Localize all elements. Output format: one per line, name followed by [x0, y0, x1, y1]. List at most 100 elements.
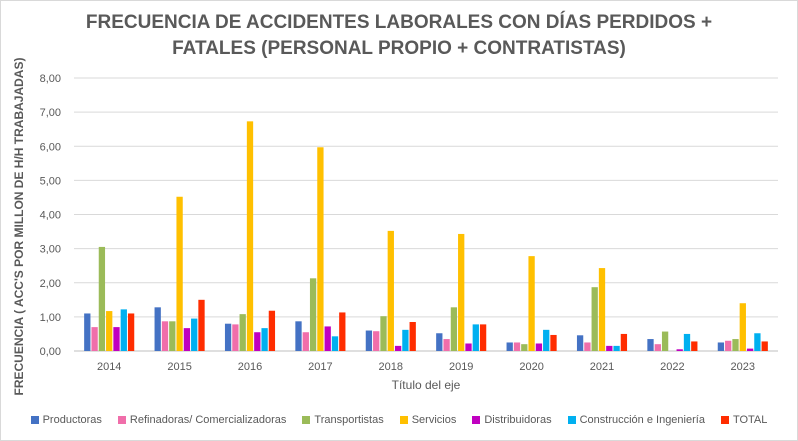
legend-swatch: [30, 416, 39, 424]
bar-refinadoras-comercializadoras-2016: [232, 324, 239, 351]
x-tick-label: 2022: [660, 361, 684, 373]
bar-transportistas-2017: [309, 278, 317, 351]
bar-construcci-n-e-ingenier-a-2020: [543, 329, 550, 351]
bar-total-2019: [479, 324, 487, 351]
bar-productoras-2023: [717, 342, 725, 351]
y-tick-label: 5,00: [40, 175, 61, 187]
bar-construcci-n-e-ingenier-a-2014: [120, 309, 127, 351]
bar-refinadoras-comercializadoras-2023: [725, 340, 732, 351]
x-tick-label: 2016: [238, 361, 262, 373]
legend-label: Construcción e Ingeniería: [579, 414, 705, 426]
y-tick-label: 3,00: [40, 244, 61, 256]
bar-construcci-n-e-ingenier-a-2023: [754, 333, 761, 351]
bar-total-2014: [127, 313, 135, 351]
bar-distribuidoras-2021: [606, 345, 613, 351]
bar-distribuidoras-2019: [465, 343, 472, 351]
y-tick-label: 4,00: [40, 210, 61, 222]
bar-total-2020: [550, 334, 557, 351]
legend-swatch: [302, 416, 311, 424]
chart-title-line-2: FATALES (PERSONAL PROPIO + CONTRATISTAS): [172, 38, 626, 59]
bar-construcci-n-e-ingenier-a-2018: [402, 329, 409, 351]
bar-construcci-n-e-ingenier-a-2015: [191, 318, 198, 351]
bar-productoras-2016: [224, 323, 232, 351]
legend-item: Servicios: [399, 414, 457, 426]
bar-construcci-n-e-ingenier-a-2016: [261, 328, 268, 351]
bar-distribuidoras-2015: [183, 328, 191, 351]
bar-refinadoras-comercializadoras-2014: [91, 327, 98, 351]
y-tick-label: 2,00: [40, 278, 61, 290]
legend-item: Transportistas: [302, 414, 384, 426]
bar-total-2023: [761, 341, 768, 351]
bar-servicios-2017: [317, 147, 324, 351]
bar-transportistas-2016: [239, 314, 246, 351]
bar-transportistas-2015: [169, 321, 176, 351]
bar-refinadoras-comercializadoras-2018: [373, 331, 380, 351]
legend-label: Servicios: [411, 414, 457, 426]
bar-productoras-2018: [365, 330, 373, 351]
bar-transportistas-2023: [732, 339, 739, 351]
bar-construcci-n-e-ingenier-a-2019: [472, 324, 479, 351]
bar-distribuidoras-2023: [746, 348, 754, 351]
x-tick-label: 2015: [167, 361, 191, 373]
bar-servicios-2018: [387, 230, 394, 351]
bar-transportistas-2019: [450, 307, 458, 351]
bar-total-2021: [620, 333, 628, 351]
bar-refinadoras-comercializadoras-2019: [443, 339, 450, 351]
bar-productoras-2022: [647, 339, 654, 351]
bar-refinadoras-comercializadoras-2020: [513, 342, 521, 351]
bar-servicios-2015: [176, 196, 183, 351]
bar-transportistas-2021: [591, 287, 598, 351]
y-tick-label: 1,00: [40, 312, 61, 324]
bar-refinadoras-comercializadoras-2022: [654, 344, 661, 351]
legend-item: TOTAL: [720, 414, 768, 426]
bar-construcci-n-e-ingenier-a-2022: [683, 333, 691, 351]
y-tick-label: 0,00: [40, 346, 61, 358]
x-tick-label: 2014: [97, 361, 121, 373]
chart-title-line-1: FRECUENCIA DE ACCIDENTES LABORALES CON D…: [85, 12, 713, 33]
bar-total-2017: [339, 312, 346, 351]
bar-distribuidoras-2022: [676, 349, 683, 351]
bar-total-2018: [409, 321, 416, 351]
legend-swatch: [399, 416, 408, 424]
bar-servicios-2020: [528, 256, 535, 351]
legend-swatch: [117, 416, 126, 424]
bar-refinadoras-comercializadoras-2017: [302, 332, 309, 351]
x-tick-label: 2018: [379, 361, 403, 373]
legend-item: Refinadoras/ Comercializadoras: [117, 414, 287, 426]
legend-label: Refinadoras/ Comercializadoras: [129, 414, 287, 426]
legend-item: Distribuidoras: [472, 414, 552, 426]
bar-servicios-2021: [598, 268, 606, 351]
x-tick-label: 2020: [519, 361, 543, 373]
bar-transportistas-2020: [521, 344, 528, 351]
x-tick-label: 2019: [449, 361, 473, 373]
legend-swatch: [720, 416, 729, 424]
chart-legend: Productoras Refinadoras/ Comercializadora…: [0, 414, 798, 426]
bar-distribuidoras-2017: [324, 326, 331, 351]
bar-servicios-2016: [246, 121, 254, 352]
bar-transportistas-2014: [98, 246, 106, 351]
legend-label: TOTAL: [732, 414, 768, 426]
bar-productoras-2015: [154, 307, 161, 351]
bar-distribuidoras-2016: [254, 332, 261, 351]
bar-distribuidoras-2014: [113, 327, 120, 351]
bar-productoras-2017: [295, 321, 302, 351]
bar-servicios-2023: [739, 303, 746, 351]
bar-productoras-2020: [506, 342, 513, 351]
bar-total-2015: [198, 299, 205, 351]
bar-total-2022: [691, 341, 698, 351]
x-tick-label: 2023: [731, 361, 755, 373]
legend-label: Transportistas: [314, 414, 384, 426]
legend-label: Productoras: [42, 414, 102, 426]
bar-servicios-2014: [106, 311, 113, 351]
x-tick-label: 2021: [590, 361, 614, 373]
legend-item: Productoras: [30, 414, 102, 426]
bar-distribuidoras-2020: [535, 343, 543, 351]
bar-productoras-2019: [436, 333, 443, 351]
bar-refinadoras-comercializadoras-2021: [584, 342, 591, 351]
bar-construcci-n-e-ingenier-a-2017: [331, 336, 339, 351]
bar-total-2016: [268, 310, 276, 351]
bar-productoras-2014: [84, 313, 91, 351]
legend-item: Construcción e Ingeniería: [567, 414, 705, 426]
